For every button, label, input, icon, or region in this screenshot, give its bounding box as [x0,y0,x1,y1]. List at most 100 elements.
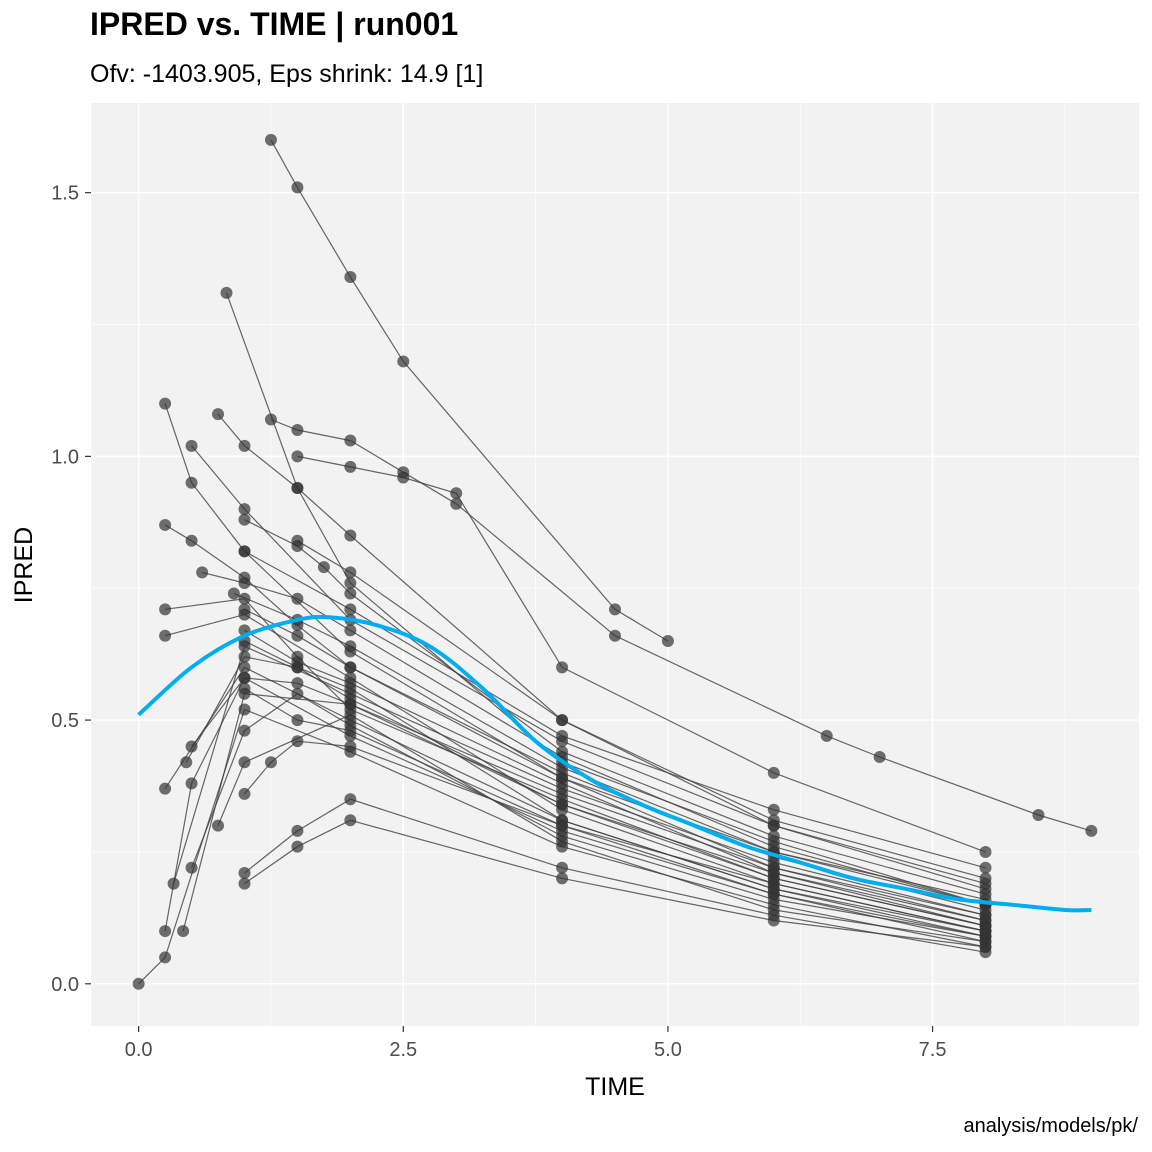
data-point [238,576,251,589]
data-point [185,777,198,790]
data-point [291,450,304,463]
data-point [344,271,357,284]
subject-line [164,524,986,922]
y-tick-label: 1.0 [51,446,79,468]
data-point [767,814,780,827]
data-point [220,286,233,299]
data-point [767,766,780,779]
data-point [238,671,251,684]
data-point [344,708,357,721]
data-point [291,482,304,495]
data-point [556,798,569,811]
y-tick-label: 0.0 [51,974,79,996]
subject-line [270,139,669,642]
data-point [450,497,463,510]
data-point [979,861,992,874]
data-point [767,803,780,816]
data-point [450,487,463,500]
data-point [159,925,172,938]
data-point [238,545,251,558]
data-point [317,561,330,574]
data-point [344,814,357,827]
data-point [132,977,145,990]
data-point [291,677,304,690]
data-point [344,740,357,753]
data-point [238,513,251,526]
data-point [397,471,410,484]
data-point [556,872,569,885]
point-layer [132,133,1098,990]
data-point [344,793,357,806]
y-tick-label: 1.5 [51,183,79,205]
data-point [556,861,569,874]
data-point [291,714,304,727]
data-point [556,729,569,742]
data-point [979,909,992,922]
data-point [344,529,357,542]
smooth-layer [137,614,1092,913]
data-point [264,133,277,146]
data-point [397,355,410,368]
data-point [344,566,357,579]
data-point [185,439,198,452]
subject-line [244,798,986,953]
data-point [609,603,621,616]
data-point [344,576,357,589]
data-point [185,861,198,874]
data-point [556,819,569,832]
data-point [979,888,992,901]
chart-caption: analysis/models/pk/ [963,1115,1138,1137]
data-point [1032,809,1045,822]
x-tick-label: 7.5 [919,1039,947,1061]
x-tick-label: 5.0 [654,1039,682,1061]
data-point [238,439,251,452]
data-point [238,756,251,769]
data-point [159,397,172,410]
data-point [227,587,240,600]
data-point [344,434,357,447]
data-point [556,661,569,674]
data-point [238,877,251,890]
data-point [291,534,304,547]
data-point [212,408,225,421]
subject-line [173,645,986,916]
data-point [291,687,304,700]
data-point [979,946,992,959]
data-point [344,587,357,600]
data-point [820,729,833,742]
subject-line [270,418,1092,832]
data-point [264,756,277,769]
chart-title: IPRED vs. TIME | run001 [90,6,459,42]
data-point [344,603,357,616]
subject-line [164,666,986,937]
data-point [177,925,190,938]
data-point [767,877,780,890]
data-point [291,735,304,748]
data-point [238,724,251,737]
y-axis-title: IPRED [10,527,38,603]
data-point [212,819,225,832]
subject-line [244,640,986,927]
data-point [291,661,304,674]
data-point [196,566,209,579]
data-point [185,534,198,547]
data-point [238,703,251,716]
data-point [238,867,251,880]
data-point [238,503,251,516]
data-point [159,603,172,616]
data-point [1085,824,1098,837]
subject-line [233,592,986,906]
data-point [185,476,198,489]
data-point [556,787,569,800]
data-point [185,740,198,753]
data-point [291,181,304,194]
data-point [291,824,304,837]
data-point [979,872,992,885]
data-point [344,640,357,653]
data-point [238,661,251,674]
data-point [291,840,304,853]
subject-line [244,629,986,922]
data-point [238,682,251,695]
data-point [556,714,569,727]
